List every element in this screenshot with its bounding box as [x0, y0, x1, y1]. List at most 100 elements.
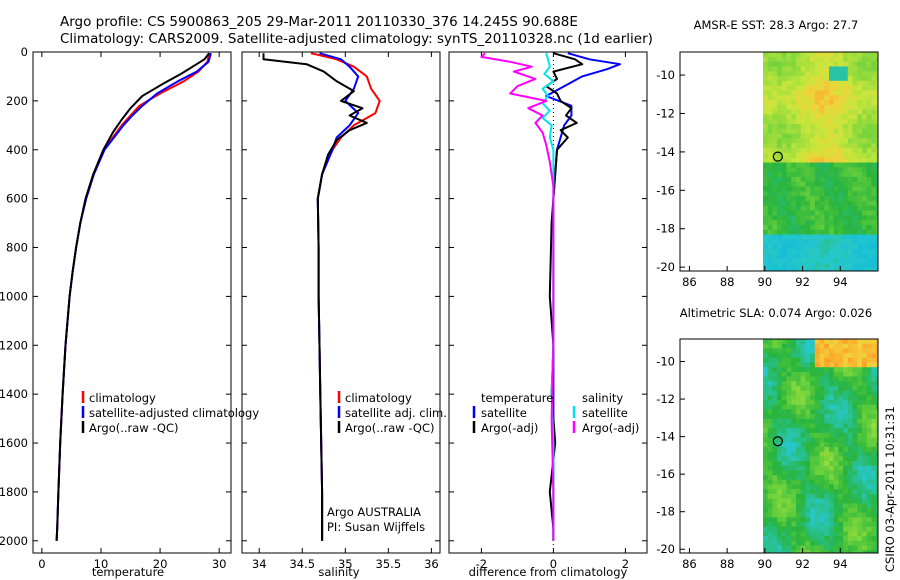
map-cell: [763, 128, 769, 135]
map-cell: [833, 348, 839, 354]
map-cell: [791, 109, 797, 115]
map-cell: [866, 152, 872, 159]
map-cell: [772, 124, 778, 130]
map-cell: [805, 109, 811, 115]
map-cell: [796, 343, 802, 349]
map-cell: [829, 348, 835, 354]
map-cell: [824, 109, 830, 115]
map-cell: [847, 66, 853, 72]
map-cell: [824, 76, 830, 82]
map-cell: [852, 224, 858, 231]
map-cell: [763, 95, 769, 101]
map-cell: [866, 353, 872, 359]
map-cell: [866, 432, 872, 439]
map-cell: [829, 258, 835, 264]
map-cell: [862, 268, 868, 272]
map-cell: [810, 414, 816, 420]
map-cell: [819, 258, 825, 264]
map-cell: [796, 85, 802, 91]
map-cell: [833, 186, 839, 192]
map-cell: [777, 446, 783, 453]
map-cell: [772, 239, 778, 245]
map-cell: [857, 133, 863, 139]
map-cell: [763, 400, 769, 406]
map-cell: [876, 152, 879, 159]
map-cell: [843, 205, 849, 211]
map-cell: [791, 489, 797, 495]
map-cell: [781, 390, 787, 396]
map-cell: [862, 357, 868, 363]
map-cell: [838, 414, 844, 420]
map-cell: [791, 395, 797, 401]
map-cell: [791, 362, 797, 368]
map-cell: [796, 470, 802, 476]
map-cell: [824, 196, 830, 202]
map-cell: [777, 437, 783, 443]
map-cell: [814, 475, 820, 481]
map-cell: [814, 172, 820, 178]
map-cell: [819, 268, 825, 272]
map-cell: [810, 437, 816, 443]
map-cell: [786, 493, 792, 500]
map-cell: [866, 71, 872, 77]
y-tick-label: -18: [656, 222, 675, 236]
map-cell: [824, 258, 830, 264]
map-cell: [800, 414, 806, 420]
map-cell: [805, 263, 811, 269]
map-cell: [767, 263, 773, 269]
map-cell: [843, 536, 849, 542]
map-cell: [852, 119, 858, 125]
map-cell: [833, 80, 839, 87]
map-cell: [763, 414, 769, 420]
map-cell: [781, 80, 787, 87]
map-cell: [833, 162, 839, 168]
map-cell: [800, 71, 806, 77]
map-cell: [876, 357, 879, 363]
map-cell: [786, 109, 792, 115]
map-cell: [862, 339, 868, 345]
map-cell: [786, 357, 792, 363]
map-cell: [786, 339, 792, 345]
map-cell: [838, 470, 844, 476]
map-cell: [796, 210, 802, 216]
map-cell: [796, 381, 802, 387]
argo-position-marker: [772, 151, 783, 162]
map-cell: [786, 451, 792, 457]
map-cell: [814, 95, 820, 101]
map-cell: [819, 109, 825, 115]
map-cell: [824, 215, 830, 221]
map-cell: [800, 138, 806, 144]
map-cell: [857, 71, 863, 77]
map-cell: [781, 200, 787, 207]
map-cell: [772, 71, 778, 77]
map-cell: [871, 371, 877, 378]
map-cell: [777, 348, 783, 354]
map-cell: [871, 343, 877, 349]
map-cell: [847, 148, 853, 154]
map-cell: [796, 461, 802, 467]
map-cell: [847, 418, 853, 424]
map-cell: [843, 442, 849, 448]
map-cell: [838, 95, 844, 101]
x-tick-label: 92: [795, 557, 810, 571]
map-cell: [871, 536, 877, 542]
map-cell: [862, 253, 868, 259]
map-cell: [871, 479, 877, 485]
map-cell: [786, 550, 792, 554]
map-cell: [763, 224, 769, 231]
map-cell: [781, 550, 787, 554]
map-cell: [814, 507, 820, 514]
map-cell: [843, 143, 849, 149]
map-cell: [833, 367, 839, 373]
map-cell: [777, 56, 783, 63]
sst-map-panel: 86 88 90 92 94-10-12-14-16-18-20: [656, 51, 879, 289]
map-cell: [800, 484, 806, 490]
map-cell: [786, 181, 792, 187]
map-cell: [876, 536, 879, 542]
map-cell: [847, 76, 853, 82]
map-cell: [833, 224, 839, 231]
map-cell: [866, 531, 872, 537]
map-cell: [819, 409, 825, 415]
map-cell: [810, 409, 816, 415]
map-cell: [824, 522, 830, 528]
